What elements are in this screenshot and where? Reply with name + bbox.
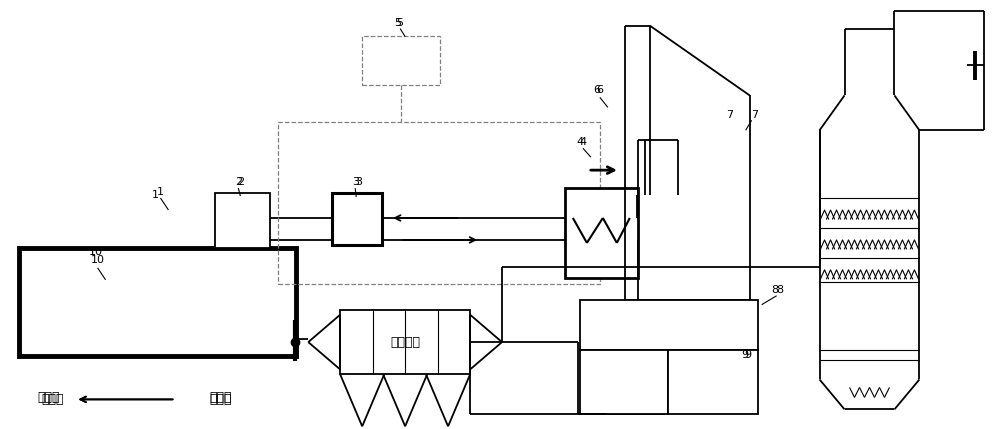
Text: 7: 7 <box>726 110 733 120</box>
Bar <box>362 36 440 85</box>
Text: 9: 9 <box>744 350 751 360</box>
Text: 6: 6 <box>593 85 600 95</box>
Bar <box>340 310 470 375</box>
Text: 电除尘器: 电除尘器 <box>390 335 420 349</box>
Bar <box>580 350 668 414</box>
Text: 5: 5 <box>397 18 404 27</box>
Text: 7: 7 <box>751 110 758 120</box>
Bar <box>332 193 382 245</box>
Bar <box>19 248 296 356</box>
Text: 8: 8 <box>771 285 778 295</box>
Text: 10: 10 <box>89 247 103 257</box>
Bar <box>580 300 758 350</box>
Text: 5: 5 <box>395 18 402 27</box>
Text: 4: 4 <box>576 137 583 147</box>
Bar <box>215 193 270 248</box>
Text: 1: 1 <box>157 187 164 197</box>
Text: 2: 2 <box>235 177 242 187</box>
Text: 高温段: 高温段 <box>209 391 232 404</box>
Text: 3: 3 <box>352 177 359 187</box>
Text: 2: 2 <box>237 177 244 187</box>
Text: 9: 9 <box>741 350 748 360</box>
Text: 6: 6 <box>596 85 603 95</box>
Bar <box>668 350 758 414</box>
Text: 10: 10 <box>91 255 105 265</box>
Text: 1: 1 <box>152 190 159 200</box>
Text: 低温段: 低温段 <box>41 393 64 406</box>
Bar <box>565 188 638 278</box>
Text: 3: 3 <box>355 177 362 187</box>
Text: 高温段: 高温段 <box>209 393 232 406</box>
Text: 8: 8 <box>776 285 783 295</box>
Text: 4: 4 <box>579 137 586 147</box>
Text: 低温段: 低温段 <box>37 391 60 404</box>
Bar <box>278 122 600 284</box>
